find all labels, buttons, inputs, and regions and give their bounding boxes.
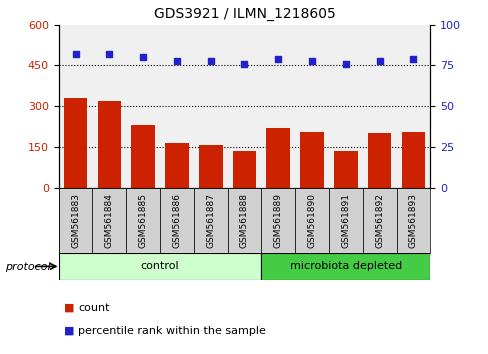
- Bar: [227, 188, 261, 253]
- Bar: [63, 98, 87, 188]
- Bar: [367, 133, 391, 188]
- Bar: [131, 125, 155, 188]
- Point: [274, 56, 282, 62]
- Text: GSM561893: GSM561893: [408, 193, 417, 248]
- Text: GSM561885: GSM561885: [139, 193, 147, 248]
- Bar: [59, 253, 261, 280]
- Text: ■: ■: [63, 303, 74, 313]
- Bar: [401, 132, 425, 188]
- Point: [375, 58, 383, 63]
- Text: GSM561883: GSM561883: [71, 193, 80, 248]
- Text: microbiota depleted: microbiota depleted: [289, 261, 401, 272]
- Bar: [295, 188, 328, 253]
- Bar: [266, 128, 289, 188]
- Bar: [261, 188, 295, 253]
- Point: [139, 55, 147, 60]
- Text: GSM561887: GSM561887: [206, 193, 215, 248]
- Bar: [300, 132, 323, 188]
- Text: GSM561892: GSM561892: [374, 193, 384, 248]
- Title: GDS3921 / ILMN_1218605: GDS3921 / ILMN_1218605: [153, 7, 335, 21]
- Bar: [126, 188, 160, 253]
- Point: [240, 61, 248, 67]
- Text: GSM561889: GSM561889: [273, 193, 282, 248]
- Bar: [333, 151, 357, 188]
- Bar: [193, 188, 227, 253]
- Text: GSM561891: GSM561891: [341, 193, 349, 248]
- Point: [72, 51, 80, 57]
- Point: [206, 58, 214, 63]
- Point: [341, 61, 349, 67]
- Bar: [328, 188, 362, 253]
- Point: [408, 56, 416, 62]
- Bar: [232, 151, 256, 188]
- Text: GSM561888: GSM561888: [240, 193, 248, 248]
- Text: count: count: [78, 303, 109, 313]
- Text: control: control: [141, 261, 179, 272]
- Bar: [396, 188, 429, 253]
- Text: GSM561890: GSM561890: [307, 193, 316, 248]
- Bar: [59, 188, 92, 253]
- Bar: [160, 188, 193, 253]
- Text: ■: ■: [63, 326, 74, 336]
- Text: GSM561884: GSM561884: [104, 193, 114, 248]
- Bar: [97, 101, 121, 188]
- Point: [307, 58, 315, 63]
- Bar: [261, 253, 429, 280]
- Point: [173, 58, 181, 63]
- Text: protocol: protocol: [5, 262, 50, 272]
- Bar: [362, 188, 396, 253]
- Text: GSM561886: GSM561886: [172, 193, 181, 248]
- Point: [105, 51, 113, 57]
- Bar: [199, 145, 222, 188]
- Bar: [165, 143, 188, 188]
- Text: percentile rank within the sample: percentile rank within the sample: [78, 326, 265, 336]
- Bar: [92, 188, 126, 253]
